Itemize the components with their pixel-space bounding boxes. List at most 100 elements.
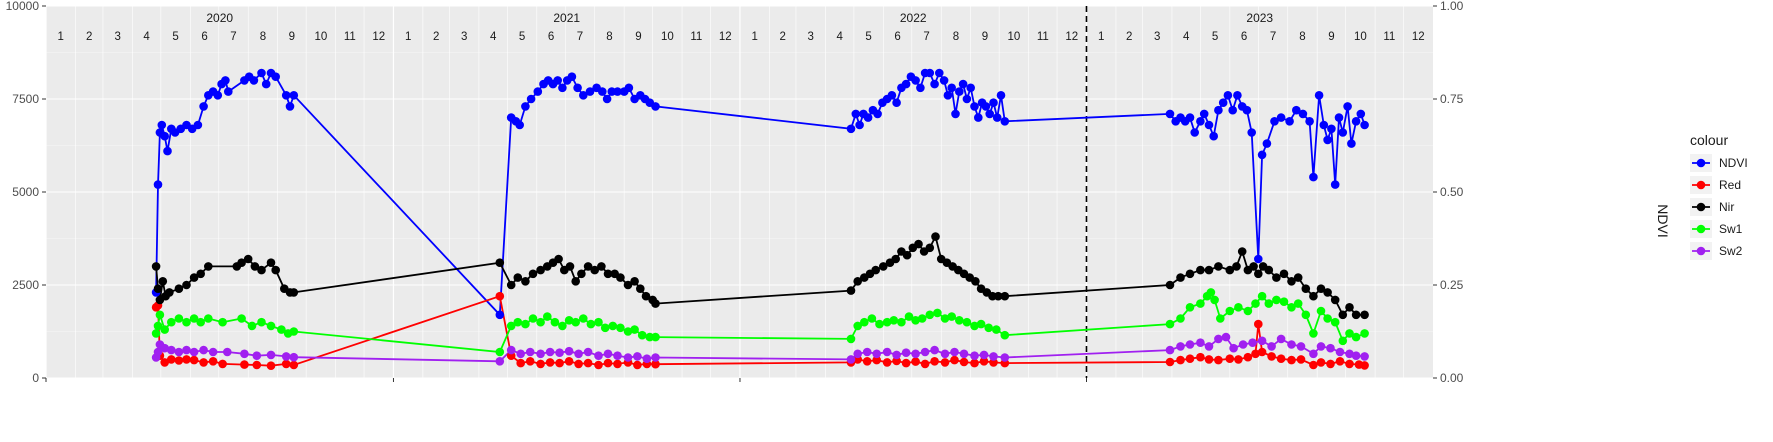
data-point-nir	[250, 262, 260, 271]
data-point-sw1	[1293, 299, 1303, 308]
data-point-ndvi	[160, 131, 169, 141]
data-point-red	[1316, 358, 1326, 367]
data-point-ndvi	[553, 76, 562, 85]
data-point-ndvi	[873, 109, 882, 119]
legend-key-point	[1696, 180, 1706, 190]
data-point-nir	[914, 239, 923, 249]
data-point-ndvi	[521, 102, 530, 111]
data-point-sw2	[525, 347, 535, 357]
data-point-nir	[565, 262, 575, 271]
data-point-sw2	[583, 347, 593, 357]
data-point-ndvi	[1360, 120, 1369, 130]
data-point-red	[930, 357, 939, 366]
data-point-nir	[237, 258, 246, 268]
data-point-nir	[1000, 291, 1010, 301]
data-point-sw1	[571, 317, 580, 327]
data-point-sw2	[495, 357, 505, 366]
data-point-ndvi	[962, 94, 972, 104]
data-point-ndvi	[1270, 117, 1279, 126]
data-point-sw2	[1296, 342, 1306, 351]
data-point-sw2	[1287, 340, 1296, 349]
month-label: 2	[86, 31, 92, 43]
legend-title: colour	[1690, 132, 1728, 148]
data-point-red	[160, 358, 169, 367]
data-point-red	[1176, 355, 1185, 365]
data-point-ndvi	[955, 87, 964, 96]
left-tick-label: 2500	[12, 278, 39, 292]
data-point-ndvi	[943, 91, 953, 100]
data-point-sw2	[1221, 332, 1231, 342]
data-point-nir	[1165, 280, 1175, 290]
data-point-nir	[1272, 273, 1281, 282]
year-label: 2022	[900, 11, 927, 25]
data-point-ndvi	[199, 102, 208, 111]
data-point-ndvi	[573, 83, 582, 93]
data-point-nir	[257, 265, 266, 275]
data-point-sw1	[1234, 303, 1243, 312]
month-label: 3	[1154, 31, 1160, 43]
data-point-nir	[204, 262, 213, 271]
data-point-red	[555, 358, 564, 368]
data-point-nir	[1287, 277, 1296, 286]
data-point-nir	[189, 273, 199, 282]
data-point-sw1	[1264, 299, 1274, 308]
data-point-nir	[271, 265, 281, 275]
month-label: 4	[836, 31, 843, 43]
data-point-red	[950, 355, 959, 365]
data-point-red	[862, 357, 872, 366]
data-point-red	[1165, 357, 1175, 367]
legend-label: Sw1	[1719, 222, 1743, 236]
data-point-sw1	[1338, 336, 1348, 346]
data-point-ndvi	[1347, 139, 1356, 148]
right-tick-label: 0.75	[1440, 92, 1464, 106]
data-point-sw2	[1351, 351, 1361, 361]
data-point-sw1	[1210, 295, 1219, 305]
data-point-ndvi	[224, 87, 233, 96]
data-point-sw1	[155, 310, 165, 320]
data-point-ndvi	[289, 91, 299, 100]
data-point-nir	[603, 269, 613, 279]
data-point-sw1	[846, 334, 856, 344]
data-point-sw2	[989, 352, 998, 361]
data-point-sw1	[882, 317, 892, 327]
data-point-red	[174, 356, 184, 365]
data-point-red	[189, 355, 199, 365]
data-point-ndvi	[1292, 105, 1301, 115]
data-point-ndvi	[624, 83, 634, 93]
legend-label: Nir	[1719, 200, 1734, 214]
month-label: 6	[894, 31, 900, 43]
month-label: 5	[865, 31, 871, 43]
data-point-nir	[1330, 295, 1340, 305]
data-point-sw2	[872, 349, 881, 359]
data-point-red	[989, 358, 998, 367]
data-point-ndvi	[939, 76, 949, 85]
data-point-sw2	[281, 352, 291, 361]
data-point-ndvi	[163, 146, 172, 156]
data-point-ndvi	[261, 79, 271, 89]
data-point-nir	[1185, 269, 1195, 279]
data-point-sw1	[853, 321, 862, 331]
data-point-sw2	[182, 345, 191, 355]
data-point-ndvi	[981, 102, 991, 111]
month-label: 3	[807, 31, 813, 43]
data-point-nir	[853, 277, 862, 286]
data-point-red	[516, 358, 525, 368]
data-point-nir	[571, 277, 580, 286]
data-point-sw2	[950, 347, 959, 357]
data-point-sw2	[167, 345, 176, 355]
data-point-sw2	[853, 349, 862, 359]
data-point-nir	[153, 284, 163, 294]
data-point-sw1	[277, 325, 286, 334]
month-label: 8	[1299, 31, 1305, 43]
data-point-ndvi	[996, 91, 1006, 100]
month-label: 8	[260, 31, 266, 43]
month-label: 9	[635, 31, 641, 43]
month-label: 10	[314, 31, 327, 43]
data-point-ndvi	[579, 91, 588, 100]
data-point-nir	[1176, 273, 1185, 282]
data-point-nir	[182, 280, 191, 290]
data-point-red	[289, 360, 299, 370]
data-point-red	[1267, 352, 1276, 361]
month-label: 12	[1412, 31, 1425, 43]
